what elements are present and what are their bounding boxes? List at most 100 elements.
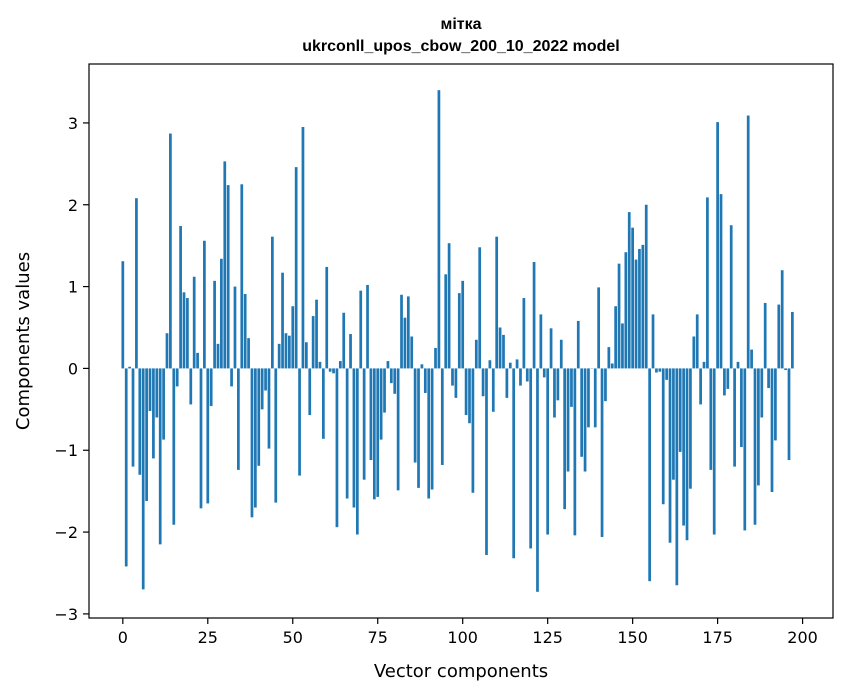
x-tick-label: 75 [368, 628, 388, 647]
bar [430, 368, 434, 490]
bar [746, 115, 750, 369]
y-tick-label: 0 [68, 359, 78, 378]
bar [648, 368, 651, 582]
bar [226, 185, 230, 369]
bar [165, 333, 169, 369]
bar [498, 327, 502, 369]
bar [175, 368, 179, 387]
bar [624, 252, 628, 369]
bar [607, 347, 611, 369]
bar [403, 317, 407, 369]
bar [274, 368, 278, 503]
bar [672, 368, 675, 480]
bar [563, 368, 567, 510]
bar [417, 368, 420, 488]
bar [386, 361, 390, 369]
bar [250, 368, 254, 518]
y-tick-label: 3 [68, 114, 78, 133]
bar [213, 280, 216, 369]
chart-title-line1: мітка [440, 16, 481, 33]
bar [376, 368, 380, 497]
bar [203, 240, 206, 369]
bar [481, 368, 485, 397]
bar [556, 368, 560, 401]
bar [223, 161, 227, 369]
bar [777, 304, 781, 369]
bar [508, 362, 512, 369]
bar [760, 368, 764, 418]
bar [597, 287, 601, 369]
bar [733, 368, 736, 467]
bar [461, 280, 465, 369]
bar [638, 248, 641, 369]
bar [400, 294, 403, 369]
bar [464, 368, 468, 416]
bar [196, 352, 199, 369]
bar [488, 360, 492, 369]
bar [474, 339, 478, 369]
bar [617, 263, 621, 369]
bar [716, 122, 719, 369]
bar [131, 368, 135, 467]
bar [787, 368, 791, 461]
bar [169, 133, 172, 369]
bar [420, 364, 424, 369]
y-tick-label: −1 [54, 441, 78, 460]
x-tick-label: 150 [617, 628, 648, 647]
bar [576, 320, 580, 369]
bar [128, 366, 131, 369]
bar [553, 368, 556, 418]
bar [220, 258, 223, 369]
bar [655, 368, 658, 373]
bar [379, 368, 383, 440]
y-tick-label: −2 [54, 523, 78, 542]
bar [706, 197, 709, 369]
chart-title-line2: ukrconll_upos_cbow_200_10_2022 model [302, 38, 619, 55]
bar [604, 368, 607, 402]
bar [570, 368, 573, 407]
bar [145, 368, 148, 501]
x-tick-label: 0 [118, 628, 128, 647]
bar [600, 368, 604, 537]
bar [406, 296, 410, 369]
bar [352, 368, 356, 508]
bar [740, 368, 743, 447]
bar [369, 368, 373, 461]
bar [325, 266, 329, 369]
x-tick-label: 175 [702, 628, 733, 647]
bar [233, 286, 237, 369]
bar [172, 368, 176, 525]
bar [124, 368, 128, 567]
bar [699, 368, 702, 405]
bar-series [121, 90, 794, 592]
bar [634, 259, 638, 369]
y-axis-label: Components values [13, 252, 34, 430]
y-tick-label: 1 [68, 278, 78, 297]
bar [580, 368, 584, 457]
bar [549, 328, 553, 369]
bar [179, 226, 182, 369]
bar [729, 225, 733, 369]
bar [359, 290, 363, 369]
bar [271, 236, 274, 369]
bar [621, 323, 624, 369]
x-axis-label: Vector components [374, 661, 548, 682]
bar [308, 368, 312, 416]
bar [247, 338, 250, 369]
bar [318, 361, 322, 369]
bar [437, 90, 441, 369]
bar [141, 368, 145, 590]
bar [726, 368, 730, 389]
bar [457, 293, 461, 369]
bar [148, 368, 152, 411]
bar [736, 361, 740, 369]
bar [685, 368, 689, 541]
bar [281, 272, 284, 369]
bar [447, 243, 451, 369]
bar [321, 368, 325, 439]
bar [294, 167, 298, 369]
y-tick-label: −3 [54, 605, 78, 624]
bar [362, 368, 366, 480]
bar [644, 204, 648, 369]
